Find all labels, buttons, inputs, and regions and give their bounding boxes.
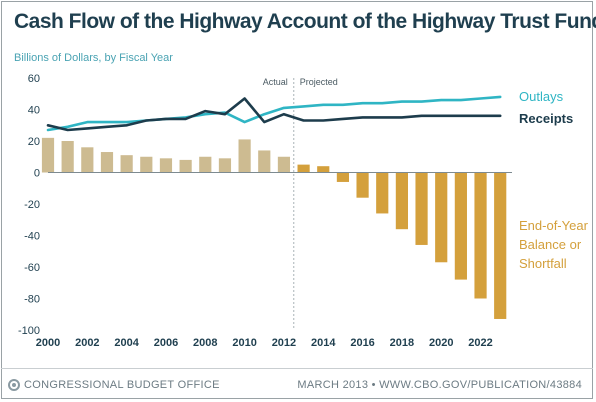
balance-bar [179,159,192,173]
y-tick-label: -20 [24,199,40,211]
y-tick-label: -60 [24,262,40,274]
balance-bar [297,164,310,173]
balance-bar [61,141,74,173]
y-tick-label: 40 [28,105,40,117]
x-tick-label: 2008 [193,337,217,349]
balance-bar [454,172,467,280]
x-tick-label: 2010 [232,337,256,349]
x-tick-label: 2002 [75,337,99,349]
y-tick-label: -100 [18,325,40,337]
balance-bar [159,158,173,173]
balance-label-line: Balance or [519,237,582,252]
x-tick-label: 2004 [114,337,139,349]
x-tick-label: 2012 [272,337,296,349]
balance-bar [474,172,487,299]
balance-bar [140,156,153,173]
balance-label-line: End-of-Year [519,218,589,233]
balance-bar [395,172,408,230]
balance-bar [336,172,350,182]
balance-bar [356,172,369,198]
outlays-label: Outlays [519,89,564,104]
x-tick-label: 2016 [350,337,374,349]
x-tick-label: 2018 [390,337,414,349]
actual-label: Actual [263,77,288,87]
balance-bar [415,172,428,245]
footer-organization: CONGRESSIONAL BUDGET OFFICE [24,379,220,391]
x-tick-label: 2014 [311,337,336,349]
y-tick-label: 0 [34,168,40,180]
balance-bar [435,172,448,263]
receipts-line [46,97,502,132]
y-tick-label: -80 [24,294,40,306]
balance-bar [258,150,271,173]
chart-title: Cash Flow of the Highway Account of the … [14,10,596,33]
receipts-label: Receipts [519,111,573,126]
balance-bar [199,156,212,173]
balance-bar [238,139,251,173]
balance-bar [218,158,232,173]
x-tick-label: 2000 [36,337,60,349]
balance-bar [494,172,507,319]
x-tick-label: 2022 [468,337,492,349]
balance-bar [120,155,133,173]
balance-bar [100,152,114,173]
balance-bar [277,156,291,173]
x-tick-label: 2020 [429,337,453,349]
y-tick-label: 60 [28,73,40,85]
balance-bar [81,147,94,173]
y-tick-label: 20 [28,136,40,148]
balance-bar [317,166,330,173]
cbo-logo-icon [8,379,20,391]
x-tick-label: 2006 [154,337,178,349]
chart-subtitle: Billions of Dollars, by Fiscal Year [14,52,173,64]
y-tick-label: -40 [24,231,40,243]
outlays-line [46,95,502,132]
balance-label-line: Shortfall [519,256,567,271]
footer-divider [1,368,593,369]
footer-publication: MARCH 2013 • WWW.CBO.GOV/PUBLICATION/438… [297,379,582,391]
projected-label: Projected [300,77,338,87]
balance-bar [41,137,55,173]
balance-bar [376,172,389,214]
